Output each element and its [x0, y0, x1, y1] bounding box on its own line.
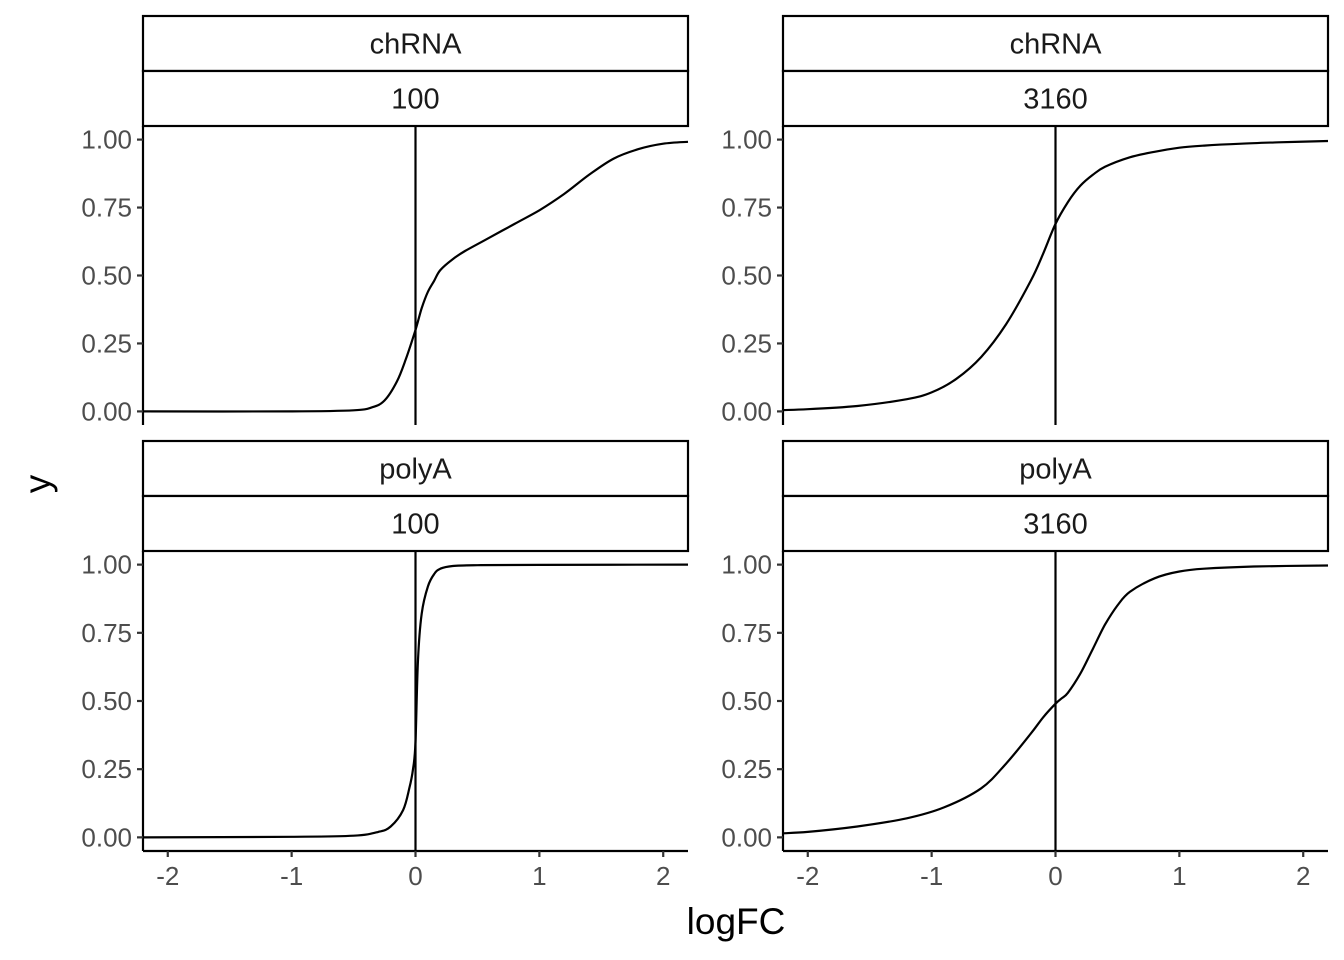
- y-tick-label: 0.25: [81, 754, 132, 784]
- x-tick-label: 0: [1048, 861, 1062, 891]
- y-tick-label: 0.75: [81, 193, 132, 223]
- strip-top-label: chRNA: [1010, 29, 1103, 61]
- y-tick-label: 0.25: [721, 328, 772, 358]
- x-tick-label: -2: [156, 861, 179, 891]
- strip-bottom-label: 100: [391, 509, 439, 541]
- strip-top-label: chRNA: [370, 29, 463, 61]
- y-tick-label: 1.00: [81, 125, 132, 155]
- strip-bottom-box: [141, 494, 690, 553]
- strip-bottom-box: [141, 69, 690, 128]
- x-tick-label: -1: [280, 861, 303, 891]
- y-tick-label: 0.75: [721, 618, 772, 648]
- y-tick-label: 0.25: [721, 754, 772, 784]
- panel-2: chRNA 3160 0.00 0.25 0.50 0.75 1.00: [721, 14, 1330, 426]
- strip-bottom-box: [781, 69, 1330, 128]
- series-line: [142, 563, 689, 839]
- strip-top-box: [141, 439, 690, 498]
- strip-top-label: polyA: [379, 454, 452, 486]
- strip-top-box: [781, 14, 1330, 73]
- y-tick-label: 0.50: [721, 686, 772, 716]
- y-axis-title: y: [17, 474, 58, 493]
- y-tick-label: 0.75: [81, 618, 132, 648]
- y-tick-label: 0.25: [81, 328, 132, 358]
- strip-top-box: [141, 14, 690, 73]
- x-tick-label: 2: [656, 861, 670, 891]
- panel-3: polyA 100 0.00 0.25 0.50 0.75 1.00 -2 -1 0 1 2: [81, 439, 690, 891]
- strip-bottom-label: 3160: [1023, 509, 1088, 541]
- y-tick-label: 0.00: [81, 396, 132, 426]
- x-tick-label: 1: [1172, 861, 1186, 891]
- x-tick-label: -1: [920, 861, 943, 891]
- x-tick-label: -2: [796, 861, 819, 891]
- strip-bottom-box: [781, 494, 1330, 553]
- x-tick-label: 2: [1296, 861, 1310, 891]
- y-tick-label: 0.00: [721, 822, 772, 852]
- series-line: [782, 564, 1329, 835]
- y-tick-label: 0.50: [721, 261, 772, 291]
- series-line: [782, 139, 1329, 412]
- panel-4: polyA 3160 0.00 0.25 0.50 0.75 1.00 -2 -1 0 1 2: [721, 439, 1330, 891]
- panels-layer: chRNA1000.000.250.500.751.00chRNA31600.0…: [81, 14, 1330, 891]
- strip-bottom-label: 3160: [1023, 84, 1088, 116]
- y-tick-label: 0.00: [81, 822, 132, 852]
- y-tick-label: 0.50: [81, 261, 132, 291]
- strip-top-label: polyA: [1019, 454, 1092, 486]
- y-tick-label: 0.00: [721, 396, 772, 426]
- series-line: [142, 140, 689, 413]
- y-tick-label: 1.00: [721, 550, 772, 580]
- y-tick-label: 0.50: [81, 686, 132, 716]
- y-tick-label: 0.75: [721, 193, 772, 223]
- panel-1: chRNA 100 0.00 0.25 0.50 0.75 1.00: [81, 14, 690, 426]
- x-axis-title: logFC: [687, 901, 786, 942]
- x-tick-label: 0: [408, 861, 422, 891]
- x-tick-label: 1: [532, 861, 546, 891]
- strip-bottom-label: 100: [391, 84, 439, 116]
- y-tick-label: 1.00: [81, 550, 132, 580]
- y-tick-label: 1.00: [721, 125, 772, 155]
